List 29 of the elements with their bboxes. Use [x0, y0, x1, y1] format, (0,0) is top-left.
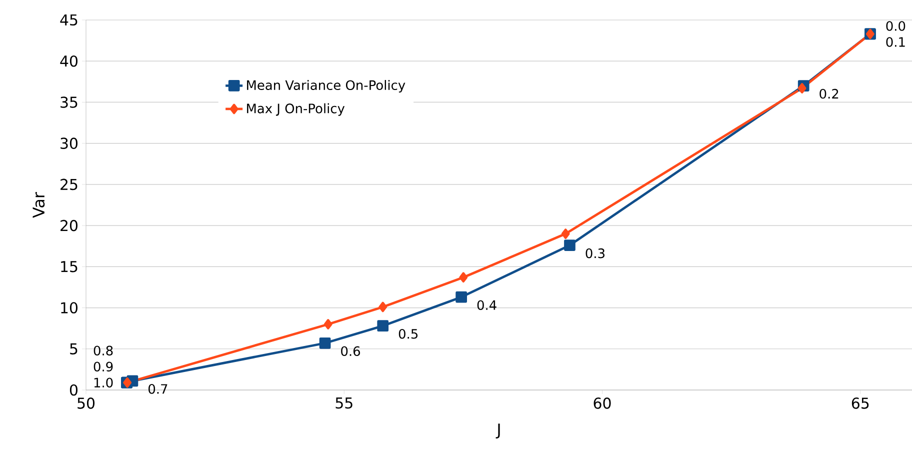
y-tick-label: 25 [60, 178, 78, 190]
x-tick-label: 60 [594, 398, 611, 409]
annotation: 0.0 [886, 21, 906, 31]
y-tick-label: 5 [70, 343, 78, 354]
y-axis-title: Var [32, 192, 45, 218]
x-tick-label: 55 [336, 398, 352, 409]
y-tick-label: 15 [61, 261, 78, 272]
annotation: 0.8 [94, 346, 113, 356]
x-tick-label: 65 [852, 398, 869, 409]
annotation: 0.7 [148, 384, 168, 394]
y-tick-label: 0 [70, 384, 78, 396]
annotation: 0.2 [820, 88, 838, 99]
y-tick-label: 10 [61, 302, 78, 314]
x-tick-label: 50 [78, 398, 95, 409]
y-tick-label: 20 [60, 220, 78, 232]
annotation: 0.4 [477, 300, 496, 310]
annotation: 0.6 [341, 346, 360, 356]
legend-label: Mean Variance On-Policy [247, 80, 406, 93]
y-tick-label: 30 [60, 138, 78, 149]
x-axis-title: J [496, 424, 500, 438]
y-tick-label: 45 [60, 14, 78, 26]
annotation: 0.9 [94, 362, 113, 372]
y-tick-label: 35 [60, 96, 78, 108]
annotation: 0.5 [398, 328, 418, 339]
annotation: 0.3 [586, 248, 604, 258]
y-tick-label: 40 [60, 55, 78, 67]
legend-label: Max J On-Policy [247, 103, 345, 116]
annotation: 0.1 [886, 37, 905, 47]
annotation: 1.0 [94, 378, 113, 388]
